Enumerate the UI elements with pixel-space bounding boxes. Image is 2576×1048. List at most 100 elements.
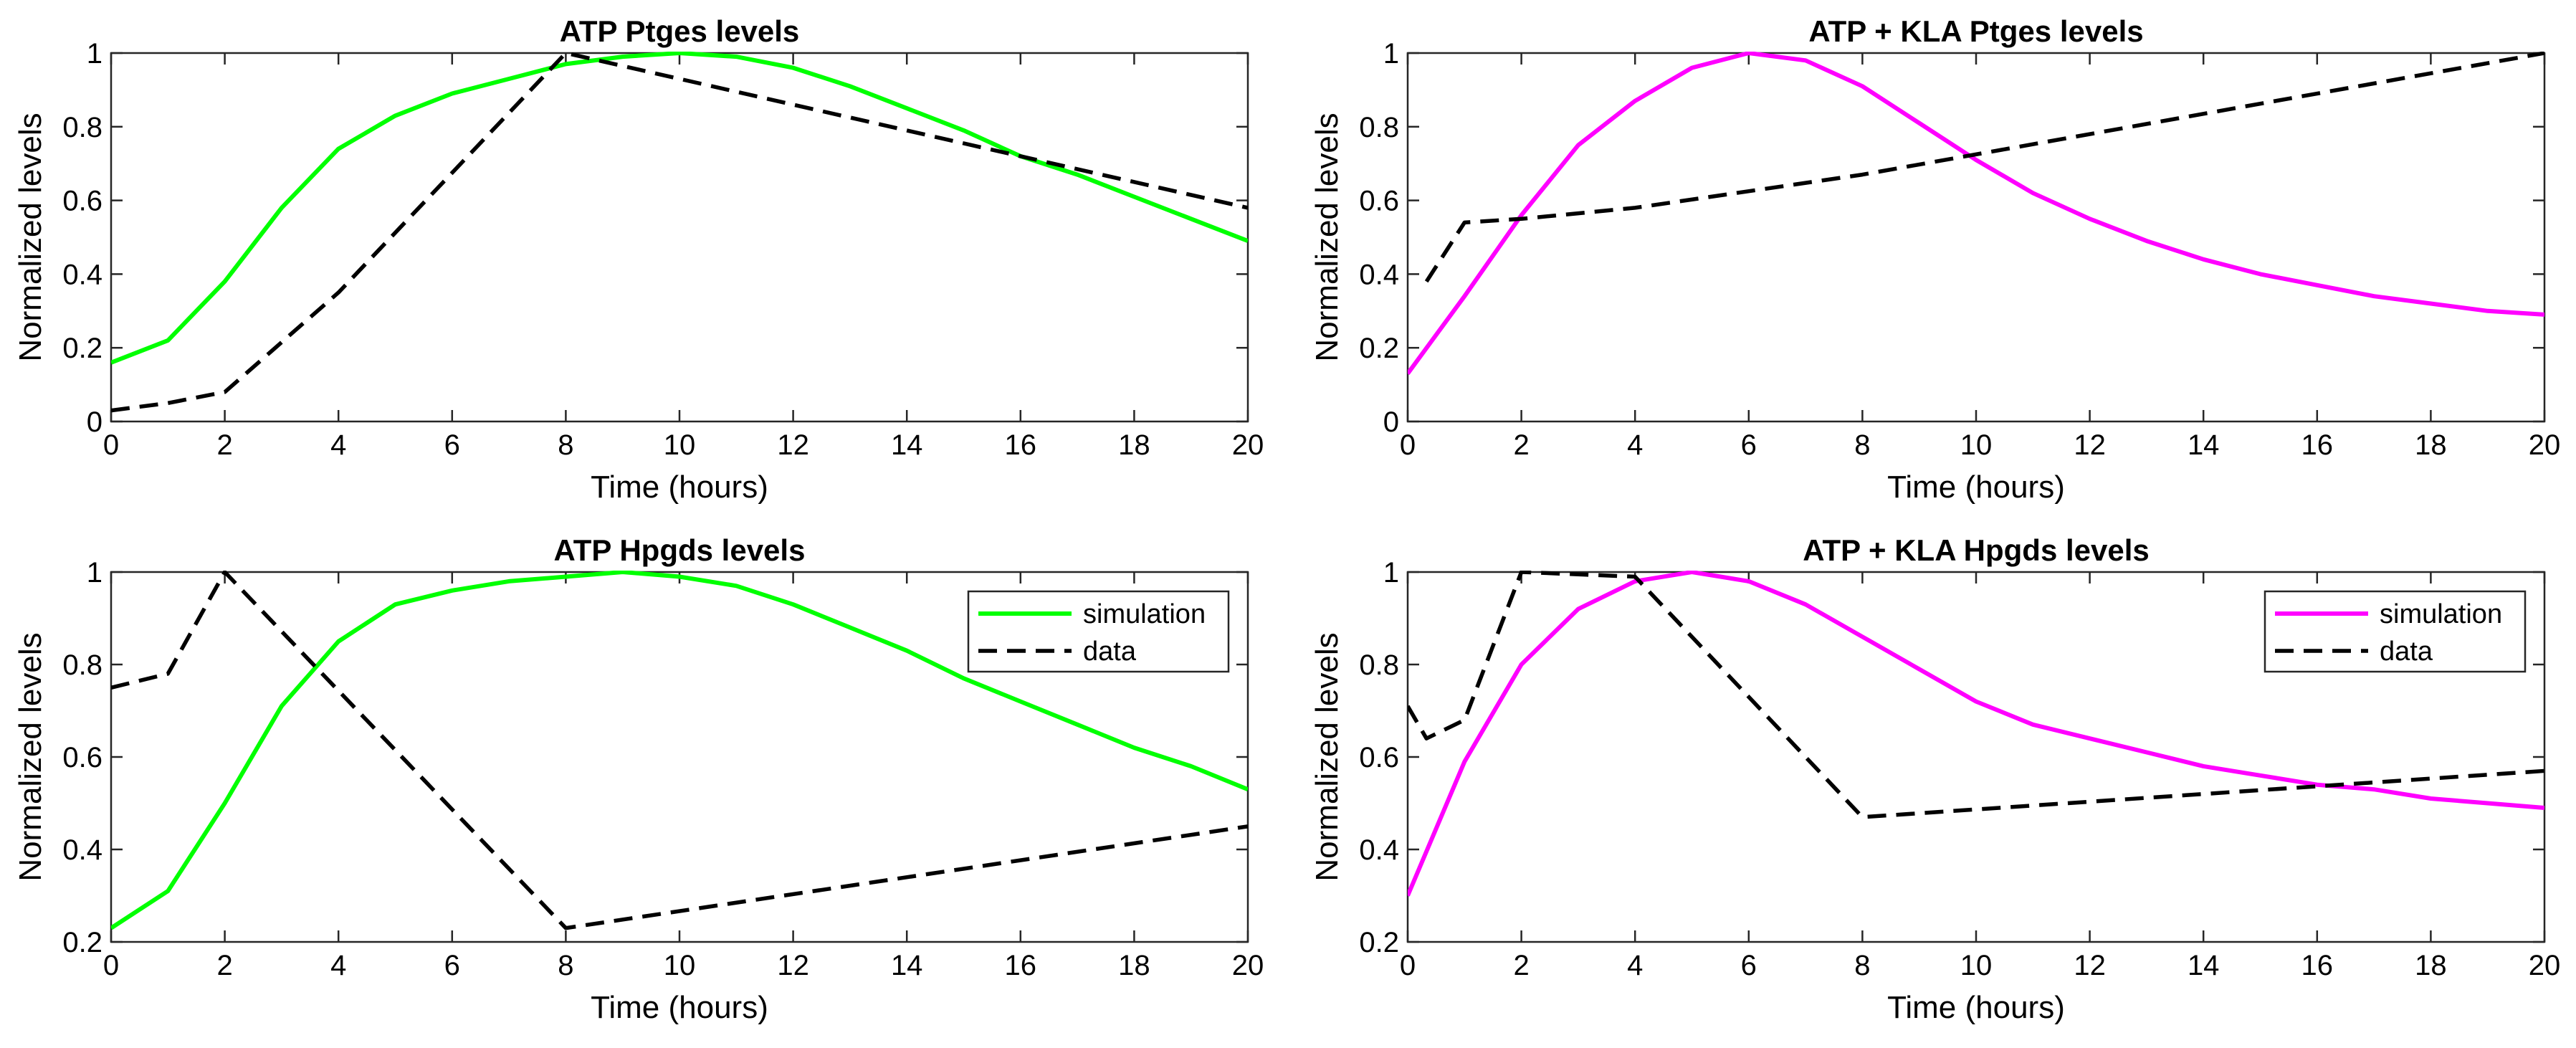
series-group [1408,571,2544,897]
x-tick-label: 4 [330,950,346,981]
y-tick-label: 0.8 [1359,112,1399,143]
axes-box [1406,52,2546,423]
y-tick-label: 0.4 [62,834,102,866]
x-tick-label: 16 [2301,429,2334,461]
legend: simulation data [967,590,1230,673]
y-tick-label: 0 [87,406,102,438]
x-tick-label: 4 [1627,429,1643,461]
chart-title: ATP + KLA Ptges levels [1808,14,2143,48]
y-tick-label: 0.6 [1359,742,1399,773]
x-tick-label: 10 [664,950,696,981]
x-tick-label: 10 [664,429,696,461]
x-tick-label: 18 [1118,950,1150,981]
y-tick-label: 0.6 [62,186,102,217]
x-axis-label: Time (hours) [591,470,768,505]
chart-panel-3: 0 2 4 6 8 10 12 14 16 18 20 0.2 0.4 0.6 0.8 1 ATP Hpgds … [13,533,1264,1025]
x-tick-label: 8 [1854,950,1870,981]
x-tick-label: 16 [1005,429,1037,461]
x-tick-label: 20 [2529,950,2561,981]
x-tick-label: 20 [1232,429,1264,461]
x-tick-label: 18 [2415,429,2447,461]
x-tick-label: 12 [777,950,809,981]
x-tick-label: 18 [1118,429,1150,461]
axes-box [110,52,1249,423]
x-tick-label: 6 [444,429,460,461]
x-tick-label: 10 [1960,429,1993,461]
y-tick-label: 1 [1383,38,1399,70]
x-tick-label: 12 [2074,429,2106,461]
x-tick-label: 0 [1400,950,1416,981]
y-tick-label: 0.2 [1359,927,1399,958]
x-tick-label: 0 [103,429,119,461]
x-tick-label: 12 [2074,950,2106,981]
x-tick-label: 0 [1400,429,1416,461]
x-tick-label: 14 [2188,950,2220,981]
legend-label-simulation: simulation [2380,599,2502,629]
legend-box [967,590,1230,673]
series-group [111,571,1248,930]
chart-title: ATP Hpgds levels [554,533,806,567]
y-tick-label: 0.4 [62,259,102,290]
y-tick-label: 0.2 [1359,333,1399,364]
x-tick-label: 2 [1513,429,1529,461]
x-tick-label: 8 [558,429,573,461]
y-tick-label: 0.8 [1359,649,1399,681]
series-line-data [1408,571,2544,819]
x-tick-label: 14 [891,429,923,461]
y-tick-label: 0.8 [62,112,102,143]
x-tick-label: 18 [2415,950,2447,981]
legend-label-simulation: simulation [1083,599,1206,629]
y-axis-label: Normalized levels [13,113,48,361]
x-tick-label: 2 [216,950,232,981]
y-tick-label: 0.4 [1359,834,1399,866]
x-tick-label: 4 [330,429,346,461]
x-tick-label: 6 [1741,950,1757,981]
series-line-data [111,571,1248,930]
x-tick-label: 8 [558,950,573,981]
x-tick-label: 10 [1960,950,1993,981]
x-tick-label: 14 [2188,429,2220,461]
x-tick-label: 0 [103,950,119,981]
series-line-simulation [111,52,1248,365]
x-axis-label: Time (hours) [1887,470,2065,505]
legend: simulation data [2263,590,2527,673]
y-tick-label: 1 [87,38,102,70]
chart-title: ATP + KLA Hpgds levels [1803,533,2150,567]
legend-label-data: data [1083,637,1137,667]
chart-title: ATP Ptges levels [560,14,800,48]
series-line-simulation [111,571,1248,930]
x-axis-label: Time (hours) [1887,990,2065,1025]
x-tick-label: 2 [216,429,232,461]
chart-panel-4: 0 2 4 6 8 10 12 14 16 18 20 0.2 0.4 0.6 0.8 1 ATP + KLA … [1310,533,2560,1025]
legend-label-data: data [2380,637,2433,667]
x-tick-label: 6 [444,950,460,981]
x-tick-label: 20 [1232,950,1264,981]
x-tick-label: 20 [2529,429,2561,461]
series-line-simulation [1408,571,2544,897]
x-tick-label: 2 [1513,950,1529,981]
y-tick-label: 1 [1383,557,1399,589]
chart-panel-1: 0 2 4 6 8 10 12 14 16 18 20 0 0.2 0.4 0.6 0.8 1 ATP Ptges… [13,14,1264,505]
legend-box [2263,590,2527,673]
series-group [111,52,1248,413]
y-tick-label: 1 [87,557,102,589]
x-tick-label: 6 [1741,429,1757,461]
x-tick-label: 4 [1627,950,1643,981]
y-axis-label: Normalized levels [1310,113,1345,361]
x-tick-label: 16 [1005,950,1037,981]
x-tick-label: 8 [1854,429,1870,461]
y-tick-label: 0.2 [62,333,102,364]
y-tick-label: 0.8 [62,649,102,681]
x-tick-label: 14 [891,950,923,981]
y-tick-label: 0.6 [1359,186,1399,217]
y-tick-label: 0 [1383,406,1399,438]
y-tick-label: 0.6 [62,742,102,773]
y-tick-label: 0.4 [1359,259,1399,290]
x-axis-label: Time (hours) [591,990,768,1025]
y-axis-label: Normalized levels [13,632,48,881]
series-line-data [1424,52,2544,283]
chart-panel-2: 0 2 4 6 8 10 12 14 16 18 20 0 0.2 0.4 0.6 0.8 1 ATP + KLA… [1310,14,2560,505]
x-tick-label: 12 [777,429,809,461]
series-group [1408,52,2544,375]
